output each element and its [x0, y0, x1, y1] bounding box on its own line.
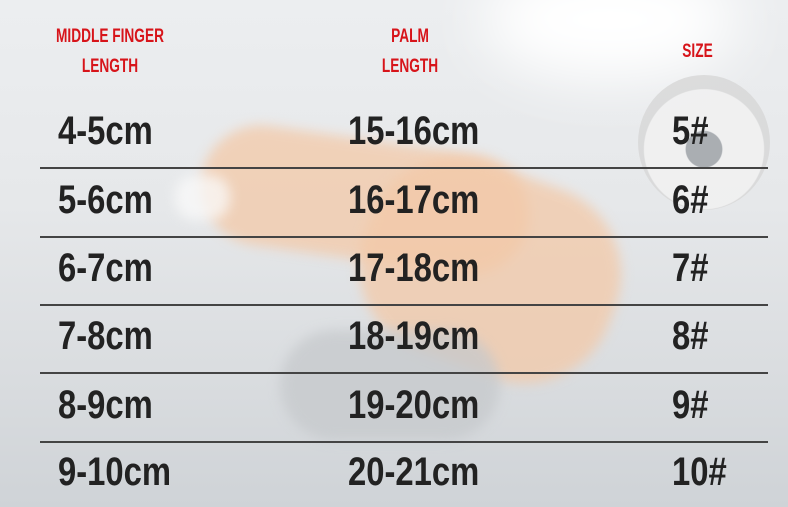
cell-size: 7#	[672, 246, 709, 290]
header-size: SIZE	[671, 37, 725, 67]
soccer-ball	[638, 75, 770, 210]
header-text: LENGTH	[81, 56, 139, 77]
header-text: SIZE	[682, 41, 713, 62]
header-text: LENGTH	[381, 56, 439, 77]
header-middle-finger: MIDDLE FINGER LENGTH	[45, 22, 175, 82]
row-divider	[40, 236, 768, 238]
cell-palm: 16-17cm	[348, 178, 480, 222]
cell-size: 9#	[672, 383, 709, 427]
header-text: MIDDLE FINGER	[56, 26, 164, 47]
cell-palm: 15-16cm	[348, 109, 480, 153]
cell-palm: 17-18cm	[348, 246, 480, 290]
cell-palm: 18-19cm	[348, 314, 480, 358]
cell-size: 10#	[672, 450, 727, 494]
header-palm: PALM LENGTH	[367, 22, 453, 82]
cell-finger: 4-5cm	[58, 109, 153, 153]
glove	[175, 175, 230, 220]
cell-palm: 20-21cm	[348, 450, 480, 494]
cell-finger: 8-9cm	[58, 383, 153, 427]
cell-finger: 6-7cm	[58, 246, 153, 290]
row-divider	[40, 167, 768, 169]
cell-size: 6#	[672, 178, 709, 222]
cell-size: 5#	[672, 109, 709, 153]
row-divider	[40, 372, 768, 374]
row-divider	[40, 304, 768, 306]
cell-finger: 9-10cm	[58, 450, 172, 494]
player-legs	[280, 330, 500, 440]
cell-size: 8#	[672, 314, 709, 358]
cell-finger: 7-8cm	[58, 314, 153, 358]
header-text: PALM	[391, 26, 429, 47]
cell-finger: 5-6cm	[58, 178, 153, 222]
cell-palm: 19-20cm	[348, 383, 480, 427]
row-divider	[40, 441, 768, 443]
